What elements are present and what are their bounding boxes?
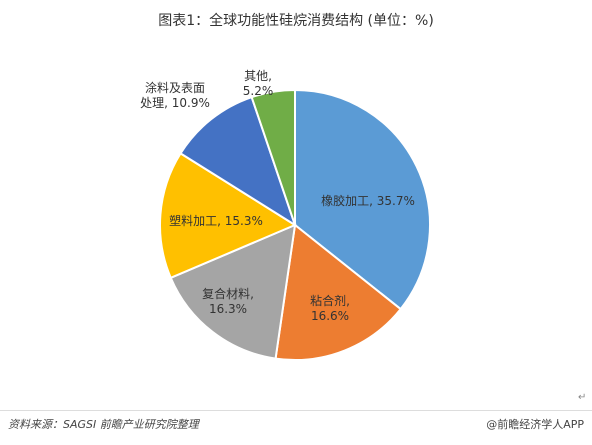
slice-label-line-1: 复合材料, xyxy=(202,286,254,301)
slice-label-1: 橡胶加工, 35.7% xyxy=(321,193,415,208)
slice-label-2: 粘合剂, 16.6% xyxy=(310,293,350,323)
slice-label-line-2: 5.2% xyxy=(243,84,274,98)
slice-label-5: 涂料及表面处理, 10.9% xyxy=(140,80,210,110)
slice-label-line-1: 涂料及表面 xyxy=(145,80,205,95)
slice-label-line: 橡胶加工, 35.7% xyxy=(321,193,415,208)
pie-slice-2 xyxy=(274,223,403,361)
pie-slice-1 xyxy=(294,88,431,311)
footer-divider xyxy=(0,410,592,411)
pie-slice-3 xyxy=(169,223,297,360)
pie-slice-6 xyxy=(250,88,296,226)
slice-label-line-2: 16.3% xyxy=(209,302,247,316)
slice-label-6: 其他, 5.2% xyxy=(243,69,274,98)
pie-labels: 橡胶加工, 35.7% 粘合剂, 16.6% 复合材料, 16.3% 塑料加工, 15.3… xyxy=(140,69,415,323)
pie-slices xyxy=(159,88,431,361)
brand-label: @前瞻经济学人APP xyxy=(486,418,584,431)
return-mark: ↵ xyxy=(578,392,587,403)
source-note: 资料来源：SAGSI 前瞻产业研究院整理 xyxy=(8,418,199,431)
slice-label-3: 复合材料, 16.3% xyxy=(202,286,254,316)
slice-label-line: 塑料加工, 15.3% xyxy=(169,213,263,228)
slice-label-4: 塑料加工, 15.3% xyxy=(169,213,263,228)
pie-slice-5 xyxy=(179,95,297,228)
slice-label-line-2: 处理, 10.9% xyxy=(140,96,210,110)
chart-title: 图表1：全球功能性硅烷消费结构 (单位：%) xyxy=(158,13,434,29)
pie-slice-4 xyxy=(159,152,298,280)
slice-label-line-1: 粘合剂, xyxy=(310,293,350,308)
slice-label-line-1: 其他, xyxy=(244,69,272,83)
slice-label-line-2: 16.6% xyxy=(311,309,349,323)
